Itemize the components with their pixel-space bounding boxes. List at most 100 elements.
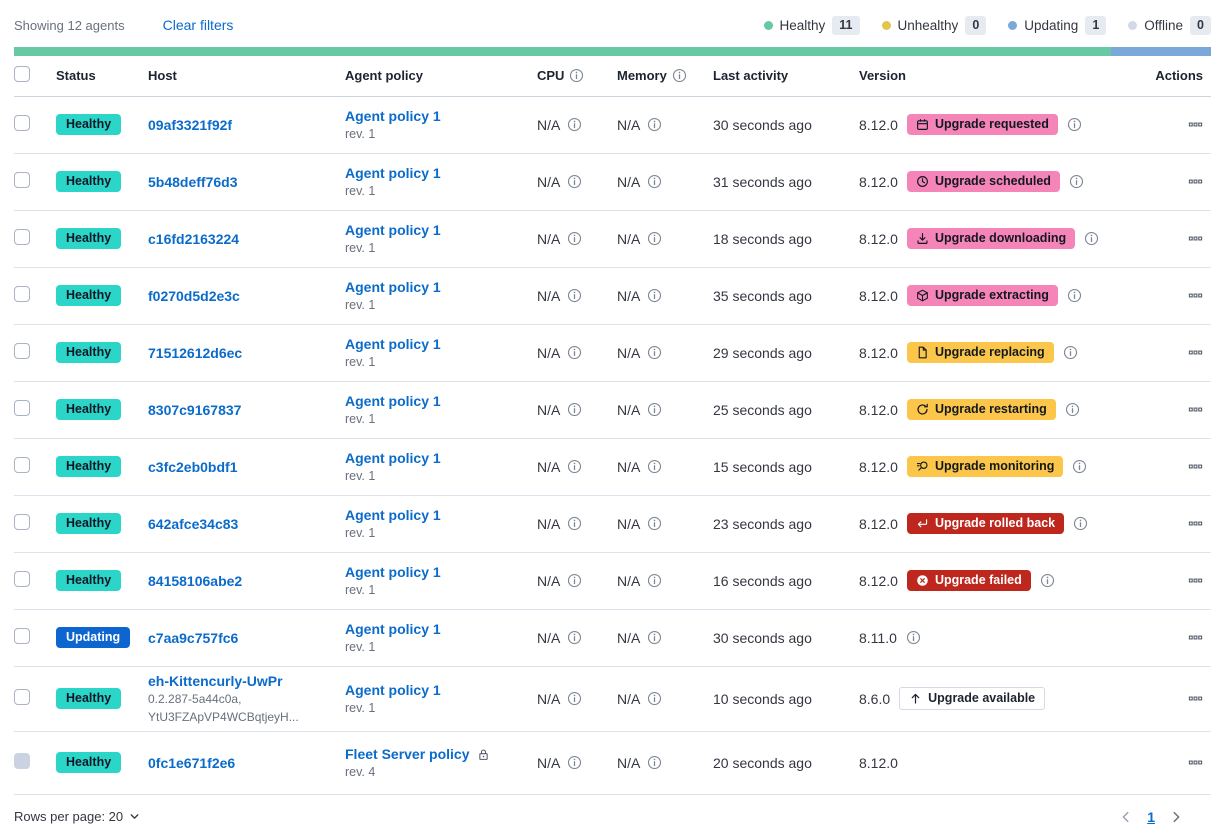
upgrade-status-badge[interactable]: Upgrade available bbox=[899, 687, 1046, 710]
row-checkbox[interactable] bbox=[14, 286, 30, 302]
agent-policy-link[interactable]: Agent policy 1 bbox=[345, 621, 441, 637]
upgrade-status-badge[interactable]: Upgrade scheduled bbox=[906, 171, 1060, 192]
info-icon[interactable] bbox=[647, 117, 662, 132]
agent-policy-link[interactable]: Agent policy 1 bbox=[345, 682, 441, 698]
info-icon[interactable] bbox=[567, 691, 582, 706]
agent-policy-link[interactable]: Agent policy 1 bbox=[345, 507, 441, 523]
rows-per-page-button[interactable]: Rows per page: 20 bbox=[14, 809, 141, 824]
info-icon[interactable] bbox=[1067, 117, 1082, 132]
select-all-checkbox[interactable] bbox=[14, 66, 30, 83]
info-icon[interactable] bbox=[1063, 345, 1078, 360]
upgrade-status-badge[interactable]: Upgrade extracting bbox=[906, 285, 1058, 306]
host-link[interactable]: eh-Kittencurly-UwPr bbox=[148, 672, 283, 689]
info-icon[interactable] bbox=[1072, 459, 1087, 474]
page-number-1[interactable]: 1 bbox=[1147, 808, 1155, 825]
chevron-left-icon[interactable] bbox=[1119, 810, 1133, 824]
info-icon[interactable] bbox=[647, 345, 662, 360]
info-icon[interactable] bbox=[647, 691, 662, 706]
info-icon[interactable] bbox=[647, 402, 662, 417]
row-actions-button[interactable] bbox=[1184, 569, 1207, 592]
host-link[interactable]: f0270d5d2e3c bbox=[148, 287, 240, 304]
agent-policy-link[interactable]: Agent policy 1 bbox=[345, 222, 441, 238]
row-checkbox[interactable] bbox=[14, 229, 30, 245]
host-link[interactable]: c16fd2163224 bbox=[148, 230, 240, 247]
info-icon[interactable] bbox=[647, 288, 662, 303]
upgrade-status-badge[interactable]: Upgrade failed bbox=[906, 570, 1031, 591]
info-icon[interactable] bbox=[567, 117, 582, 132]
info-icon[interactable] bbox=[569, 68, 584, 83]
host-link[interactable]: c3fc2eb0bdf1 bbox=[148, 458, 238, 475]
host-link[interactable]: 642afce34c83 bbox=[148, 515, 239, 532]
row-actions-button[interactable] bbox=[1184, 170, 1207, 193]
host-link[interactable]: 5b48deff76d3 bbox=[148, 173, 238, 190]
row-checkbox[interactable] bbox=[14, 628, 30, 644]
row-actions-button[interactable] bbox=[1184, 341, 1207, 364]
agent-policy-link[interactable]: Fleet Server policy bbox=[345, 746, 470, 762]
upgrade-status-badge[interactable]: Upgrade replacing bbox=[906, 342, 1054, 363]
agent-policy-link[interactable]: Agent policy 1 bbox=[345, 393, 441, 409]
info-icon[interactable] bbox=[906, 630, 921, 645]
row-checkbox[interactable] bbox=[14, 514, 30, 530]
row-checkbox[interactable] bbox=[14, 457, 30, 473]
info-icon[interactable] bbox=[567, 174, 582, 189]
info-icon[interactable] bbox=[647, 573, 662, 588]
info-icon[interactable] bbox=[1084, 231, 1099, 246]
row-checkbox[interactable] bbox=[14, 689, 30, 705]
info-icon[interactable] bbox=[1073, 516, 1088, 531]
agent-policy-link[interactable]: Agent policy 1 bbox=[345, 564, 441, 580]
row-actions-button[interactable] bbox=[1184, 512, 1207, 535]
row-checkbox[interactable] bbox=[14, 571, 30, 587]
info-icon[interactable] bbox=[567, 755, 582, 770]
row-actions-button[interactable] bbox=[1184, 455, 1207, 478]
agent-policy-link[interactable]: Agent policy 1 bbox=[345, 450, 441, 466]
upgrade-status-badge[interactable]: Upgrade monitoring bbox=[906, 456, 1064, 477]
info-icon[interactable] bbox=[567, 231, 582, 246]
host-link[interactable]: 09af3321f92f bbox=[148, 116, 233, 133]
info-icon[interactable] bbox=[647, 630, 662, 645]
row-actions-button[interactable] bbox=[1184, 626, 1207, 649]
info-icon[interactable] bbox=[1065, 402, 1080, 417]
info-icon[interactable] bbox=[567, 402, 582, 417]
info-icon[interactable] bbox=[647, 174, 662, 189]
info-icon[interactable] bbox=[647, 516, 662, 531]
info-icon[interactable] bbox=[647, 755, 662, 770]
row-actions-button[interactable] bbox=[1184, 751, 1207, 774]
host-link[interactable]: 8307c9167837 bbox=[148, 401, 242, 418]
row-checkbox[interactable] bbox=[14, 172, 30, 188]
info-icon[interactable] bbox=[567, 345, 582, 360]
host-link[interactable]: c7aa9c757fc6 bbox=[148, 629, 239, 646]
info-icon[interactable] bbox=[567, 288, 582, 303]
upgrade-status-badge[interactable]: Upgrade downloading bbox=[906, 228, 1076, 249]
host-link[interactable]: 84158106abe2 bbox=[148, 572, 243, 589]
info-icon[interactable] bbox=[567, 630, 582, 645]
clear-filters-link[interactable]: Clear filters bbox=[162, 17, 234, 33]
agent-policy-link[interactable]: Agent policy 1 bbox=[345, 336, 441, 352]
row-checkbox[interactable] bbox=[14, 343, 30, 359]
info-icon[interactable] bbox=[1069, 174, 1084, 189]
row-actions-button[interactable] bbox=[1184, 687, 1207, 710]
info-icon[interactable] bbox=[647, 459, 662, 474]
info-icon[interactable] bbox=[567, 459, 582, 474]
upgrade-status-badge[interactable]: Upgrade rolled back bbox=[906, 513, 1065, 534]
host-link[interactable]: 71512612d6ec bbox=[148, 344, 243, 361]
row-actions-button[interactable] bbox=[1184, 113, 1207, 136]
row-actions-button[interactable] bbox=[1184, 284, 1207, 307]
status-badge: Healthy bbox=[56, 171, 122, 192]
agent-policy-link[interactable]: Agent policy 1 bbox=[345, 279, 441, 295]
info-icon[interactable] bbox=[567, 573, 582, 588]
row-actions-button[interactable] bbox=[1184, 398, 1207, 421]
info-icon[interactable] bbox=[672, 68, 687, 83]
info-icon[interactable] bbox=[1067, 288, 1082, 303]
row-checkbox[interactable] bbox=[14, 115, 30, 131]
host-link[interactable]: 0fc1e671f2e6 bbox=[148, 754, 236, 771]
row-checkbox[interactable] bbox=[14, 400, 30, 416]
agent-policy-link[interactable]: Agent policy 1 bbox=[345, 108, 441, 124]
upgrade-status-badge[interactable]: Upgrade restarting bbox=[906, 399, 1056, 420]
upgrade-status-badge[interactable]: Upgrade requested bbox=[906, 114, 1058, 135]
info-icon[interactable] bbox=[1040, 573, 1055, 588]
info-icon[interactable] bbox=[647, 231, 662, 246]
info-icon[interactable] bbox=[567, 516, 582, 531]
agent-policy-link[interactable]: Agent policy 1 bbox=[345, 165, 441, 181]
row-actions-button[interactable] bbox=[1184, 227, 1207, 250]
chevron-right-icon[interactable] bbox=[1169, 810, 1183, 824]
